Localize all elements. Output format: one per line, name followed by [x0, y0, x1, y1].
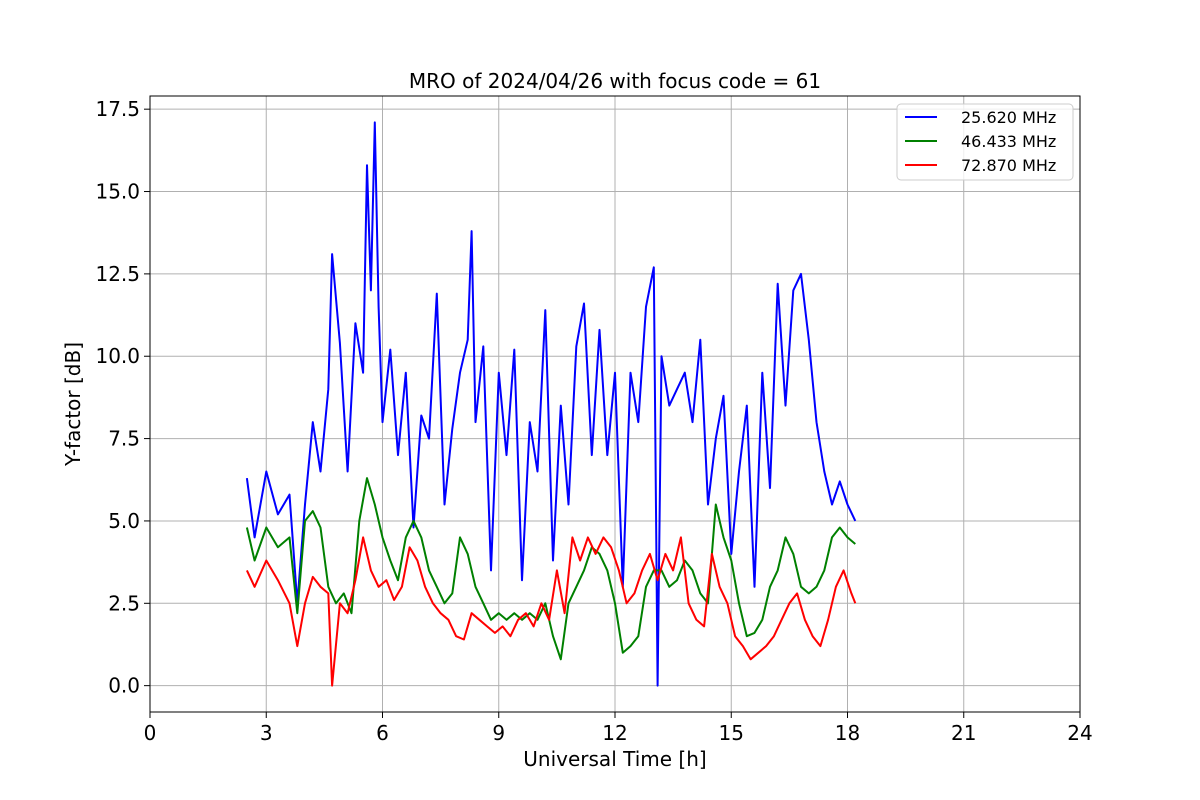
tick-layer: 0 3 6 9 12 15 18 21 24 0.0 2.5 5.0 7.5 10.0 12.5 15.0 17… — [95, 97, 1092, 745]
chart-title: MRO of 2024/04/26 with focus code = 61 — [409, 69, 821, 93]
y-tick-label: 10.0 — [95, 344, 140, 368]
y-tick-label: 12.5 — [95, 262, 140, 286]
legend-label-2: 46.433 MHz — [961, 132, 1056, 151]
series-line-3 — [245, 536, 857, 687]
x-tick-label: 3 — [260, 721, 273, 745]
x-tick-label: 15 — [719, 721, 744, 745]
y-tick-label: 17.5 — [95, 97, 140, 121]
series-line-1 — [245, 121, 857, 687]
x-tick-label: 12 — [602, 721, 627, 745]
x-tick-label: 0 — [144, 721, 157, 745]
legend-label-1: 25.620 MHz — [961, 108, 1056, 127]
x-tick-label: 24 — [1067, 721, 1092, 745]
y-tick-label: 5.0 — [108, 509, 140, 533]
series-line-2 — [245, 477, 856, 661]
legend: 25.620 MHz 46.433 MHz 72.870 MHz — [896, 103, 1074, 181]
x-tick-label: 9 — [492, 721, 505, 745]
y-axis-label: Y-factor [dB] — [61, 342, 85, 467]
y-tick-label: 7.5 — [108, 427, 140, 451]
x-tick-label: 21 — [951, 721, 976, 745]
legend-box — [896, 103, 1074, 181]
legend-label-3: 72.870 MHz — [961, 156, 1056, 175]
y-tick-label: 0.0 — [108, 674, 140, 698]
x-axis-label: Universal Time [h] — [523, 747, 706, 771]
x-tick-label: 18 — [835, 721, 860, 745]
y-tick-label: 2.5 — [108, 591, 140, 615]
x-tick-label: 6 — [376, 721, 389, 745]
series-layer — [245, 121, 857, 687]
grid-layer — [149, 96, 1081, 712]
y-tick-label: 15.0 — [95, 180, 140, 204]
